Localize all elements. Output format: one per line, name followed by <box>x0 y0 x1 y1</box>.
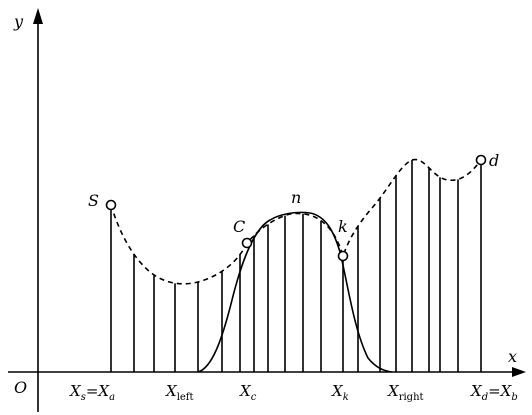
y-axis-arrow <box>33 8 43 24</box>
point-d-marker <box>475 154 487 166</box>
point-k-label: k <box>338 217 348 236</box>
envelope-curve-dashed <box>110 158 482 285</box>
marker-x-left: Xleft <box>165 382 194 403</box>
bell-curve-solid <box>197 211 393 373</box>
marker-xd-eq-xb: Xd=Xb <box>470 382 518 403</box>
point-c-label: C <box>233 217 245 236</box>
x-axis-arrow <box>512 367 526 377</box>
point-s-marker <box>105 199 117 211</box>
y-axis-label: y <box>13 12 24 31</box>
marker-x-c: Xc <box>239 382 257 403</box>
sample-lines <box>110 159 482 372</box>
point-c-marker <box>241 237 253 249</box>
point-s-label: S <box>88 191 99 210</box>
origin-label: O <box>14 378 27 397</box>
point-k-marker <box>337 250 349 262</box>
marker-x-k: Xk <box>331 382 349 403</box>
marker-xs-eq-xa: Xs=Xa <box>69 382 115 403</box>
x-axis-label: x <box>508 347 517 366</box>
point-n-label: n <box>291 188 301 207</box>
marker-x-right: Xright <box>387 382 424 403</box>
point-d-label: d <box>489 151 499 170</box>
